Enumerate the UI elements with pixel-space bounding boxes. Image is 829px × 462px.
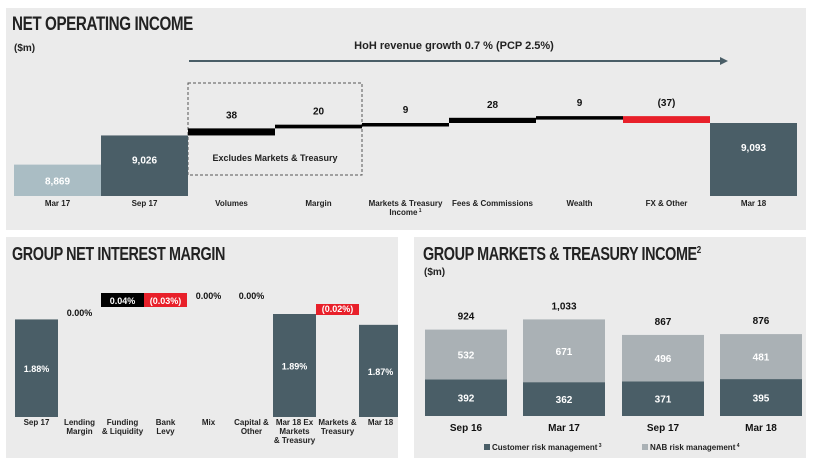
unit-label: ($m)	[424, 267, 446, 278]
panel-title: GROUP NET INTEREST MARGIN	[12, 244, 225, 264]
title-footnote: 2	[696, 245, 701, 256]
category-label: Funding & Liquidity	[102, 418, 144, 436]
category-label: Markets & Treasury	[318, 418, 356, 436]
data-label: 0.04%	[110, 296, 136, 306]
category-label: Sep 17	[24, 418, 50, 427]
group-net-interest-margin-panel: GROUP NET INTEREST MARGIN 1.88% 0.00% 0.04…	[6, 237, 398, 458]
category-label: Lending Margin	[64, 418, 95, 436]
data-label: 1.87%	[368, 367, 394, 377]
growth-banner: HoH revenue growth 0.7 % (PCP 2.5%)	[354, 40, 554, 52]
legend-swatch-customer-risk	[484, 444, 490, 450]
data-label: 9	[403, 105, 409, 116]
bar	[362, 123, 449, 127]
data-label: 481	[753, 353, 770, 364]
data-label: 38	[226, 110, 238, 121]
category-label: Mix	[202, 418, 216, 427]
data-label: 532	[458, 350, 475, 361]
title-text: GROUP MARKETS & TREASURY INCOME	[423, 244, 697, 264]
bar	[101, 135, 188, 196]
data-label: 0.00%	[196, 291, 222, 301]
bar	[316, 304, 359, 315]
data-label: 20	[313, 107, 325, 118]
total-label: 924	[458, 312, 475, 323]
data-label: 395	[753, 394, 770, 405]
data-label: 9,026	[132, 155, 157, 166]
category-label: Wealth	[566, 199, 592, 208]
excludes-box-label: Excludes Markets & Treasury	[212, 153, 337, 163]
data-label: 371	[655, 395, 672, 406]
markets-treasury-chart: 392 532 924 Sep 16 362 671 1,033 Mar 17 371 496 86…	[425, 301, 802, 452]
bar	[449, 117, 536, 123]
category-label: FX & Other	[646, 199, 688, 208]
data-label: (37)	[658, 98, 676, 109]
bar	[101, 293, 144, 307]
category-label: Sep 17	[132, 199, 158, 208]
bar-customer-risk	[523, 382, 605, 416]
category-label: Sep 17	[647, 423, 680, 434]
bar	[359, 324, 398, 417]
total-label: 876	[753, 316, 770, 327]
data-label: 8,869	[45, 176, 70, 187]
data-label: 392	[458, 394, 475, 405]
total-label: 1,033	[551, 301, 576, 312]
bar	[14, 164, 101, 196]
data-label: 9,093	[741, 143, 766, 154]
data-label: (0.02%)	[322, 304, 354, 314]
data-label: 0.00%	[67, 308, 93, 318]
panel-title: NET OPERATING INCOME	[12, 14, 193, 35]
bar	[710, 123, 797, 196]
bar-nab-risk	[425, 329, 507, 380]
bar-nab-risk	[622, 334, 704, 382]
category-label: Margin	[305, 199, 331, 208]
bar-customer-risk	[425, 379, 507, 416]
category-label: Volumes	[215, 199, 248, 208]
category-label: Mar 17	[45, 199, 71, 208]
bar	[623, 116, 710, 123]
data-label: 496	[655, 354, 672, 365]
bar	[536, 116, 623, 120]
category-label: Markets & Treasury Income 1	[369, 199, 443, 217]
bar	[273, 314, 316, 417]
legend-label-customer-risk: Customer risk management 3	[492, 443, 602, 452]
growth-arrow-head	[720, 57, 728, 65]
unit-label: ($m)	[14, 43, 36, 54]
category-label: Sep 16	[450, 423, 483, 434]
category-label: Mar 18	[368, 418, 394, 427]
markets-treasury-income-panel: GROUP MARKETS & TREASURY INCOME2 ($m) 39…	[414, 237, 806, 458]
total-label: 867	[655, 317, 672, 328]
net-operating-income-panel: NET OPERATING INCOME ($m) HoH revenue gr…	[6, 8, 806, 230]
bar	[144, 293, 187, 307]
category-label: Bank Levy	[156, 418, 176, 436]
data-label: (0.03%)	[150, 296, 182, 306]
category-label: Mar 18 Ex Markets & Treasury	[274, 418, 316, 445]
bar-customer-risk	[720, 379, 802, 416]
data-label: 0.00%	[239, 291, 265, 301]
bar	[15, 319, 58, 417]
legend-label-nab-risk: NAB risk management 4	[650, 443, 740, 452]
panel-title: GROUP MARKETS & TREASURY INCOME2	[423, 244, 701, 265]
data-label: 1.89%	[282, 362, 308, 372]
legend-swatch-nab-risk	[642, 444, 648, 450]
bar-nab-risk	[523, 319, 605, 383]
bar-customer-risk	[622, 381, 704, 416]
bar	[275, 124, 362, 129]
data-label: 362	[556, 395, 573, 406]
category-label: Mar 18	[745, 423, 777, 434]
category-label: Mar 18	[741, 199, 767, 208]
category-label: Mar 17	[548, 423, 580, 434]
data-label: 9	[577, 98, 583, 109]
net-operating-income-chart: HoH revenue growth 0.7 % (PCP 2.5%) Exclu…	[14, 40, 797, 217]
data-label: 28	[487, 100, 499, 111]
category-label: Fees & Commissions	[452, 199, 533, 208]
data-label: 1.88%	[24, 364, 50, 374]
category-label: Capital & Other	[234, 418, 269, 436]
net-interest-margin-chart: 1.88% 0.00% 0.04% (0.03%) 0.00% 0.00% 1.89% (0.…	[15, 291, 398, 445]
bar	[188, 128, 275, 136]
data-label: 671	[556, 347, 573, 358]
bar-nab-risk	[720, 334, 802, 380]
